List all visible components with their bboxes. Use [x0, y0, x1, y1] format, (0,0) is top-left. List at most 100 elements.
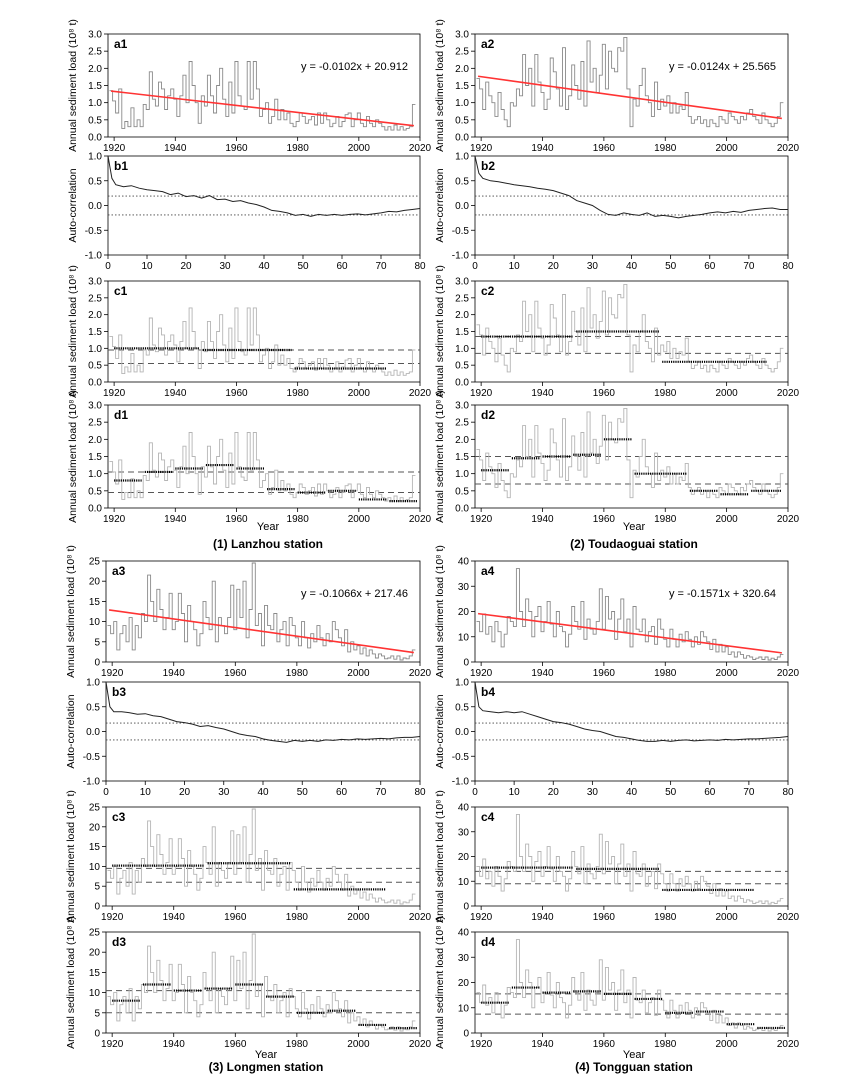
y-tick-label: 1.0 — [88, 469, 102, 480]
y-tick-label: 25 — [89, 803, 101, 814]
panel-d4: 0 10 20 30 40 1920 1940 1960 1980 2000 2020 d4 Annua… — [434, 916, 800, 1050]
x-tick-label: 1960 — [593, 143, 616, 154]
x-tick-label: 1940 — [531, 388, 554, 399]
y-tick-label: 0.0 — [86, 727, 100, 738]
y-axis-title-sediment: Annual sediment load (10⁸ t) — [65, 790, 77, 923]
y-tick-label: 2.0 — [88, 310, 102, 321]
x-tick-label: 1960 — [593, 388, 616, 399]
y-tick-label: 1.0 — [88, 152, 102, 163]
y-tick-label: 2.5 — [455, 47, 469, 58]
y-tick-label: 1.5 — [455, 81, 469, 92]
y-axis-title-sediment: Annual sediment load (10⁸ t) — [434, 265, 446, 398]
y-tick-label: -0.5 — [85, 226, 103, 237]
x-tick-label: 50 — [665, 787, 677, 798]
y-tick-label: 10 — [458, 1003, 470, 1014]
x-tick-label: 2020 — [409, 388, 432, 399]
panel-label-c3: c3 — [112, 810, 126, 824]
panel-label-b4: b4 — [481, 685, 495, 699]
y-tick-label: 0.0 — [88, 133, 102, 144]
y-tick-label: 1.5 — [88, 452, 102, 463]
y-tick-label: 0.0 — [455, 201, 469, 212]
x-tick-label: 1940 — [163, 912, 186, 923]
y-tick-label: 3.0 — [455, 277, 469, 288]
x-tick-label: 1940 — [531, 514, 554, 525]
trend-line — [110, 90, 414, 127]
panel-label-b3: b3 — [112, 685, 126, 699]
x-tick-label: 1920 — [101, 1039, 124, 1050]
y-axis-title-sediment: Annual sediment load (10⁸ t) — [67, 390, 79, 523]
y-tick-label: 40 — [458, 928, 470, 939]
y-tick-label: 0.0 — [88, 378, 102, 389]
x-tick-label: 60 — [704, 261, 716, 272]
panel-c4: 0 10 20 30 40 1920 1940 1960 1980 2000 2020 c4 Annua… — [434, 790, 800, 923]
y-tick-label: 0.0 — [455, 727, 469, 738]
x-tick-label: 2020 — [777, 1039, 800, 1050]
y-tick-label: 1.0 — [88, 98, 102, 109]
panel-b3: -1.0 -0.5 0.0 0.5 1.0 0 10 20 30 40 50 60 70 80 b3 Auto… — [65, 678, 426, 799]
y-tick-label: 30 — [458, 582, 470, 593]
y-tick-label: 20 — [89, 948, 101, 959]
y-tick-label: 0 — [94, 902, 100, 913]
y-tick-label: 2.0 — [88, 64, 102, 75]
x-tick-label: 1980 — [654, 514, 677, 525]
x-tick-label: 1980 — [287, 514, 310, 525]
y-tick-label: 0.5 — [88, 361, 102, 372]
y-tick-label: 1.0 — [455, 678, 469, 689]
x-tick-label: 2020 — [409, 143, 432, 154]
y-tick-label: -1.0 — [452, 251, 470, 262]
x-tick-label: 1980 — [654, 912, 677, 923]
x-tick-label: 20 — [179, 787, 191, 798]
x-tick-label: 2000 — [716, 388, 739, 399]
y-axis-title-sediment: Annual sediment load (10⁸ t) — [67, 19, 79, 152]
y-tick-label: 25 — [89, 928, 101, 939]
x-tick-label: 40 — [626, 787, 638, 798]
y-tick-label: 0.5 — [88, 486, 102, 497]
x-tick-label: 10 — [509, 261, 521, 272]
x-tick-label: 1920 — [470, 912, 493, 923]
panel-a2: 0.0 0.5 1.0 1.5 2.0 2.5 3.0 1920 1940 1960 1980 200… — [434, 19, 800, 154]
sediment-series — [107, 933, 416, 1032]
x-tick-label: 1920 — [103, 514, 126, 525]
y-tick-label: 0.0 — [88, 504, 102, 515]
x-tick-label: 40 — [257, 787, 269, 798]
x-tick-label: 1980 — [654, 143, 677, 154]
y-tick-label: 3.0 — [455, 30, 469, 41]
x-tick-label: 2000 — [716, 1039, 739, 1050]
y-tick-label: 10 — [458, 877, 470, 888]
y-tick-label: 40 — [458, 557, 470, 568]
x-tick-label: 80 — [782, 261, 794, 272]
x-tick-label: 2020 — [409, 668, 432, 679]
x-tick-label: 40 — [626, 261, 638, 272]
x-tick-label: 1940 — [163, 668, 186, 679]
year-label-top-right: Year — [623, 521, 646, 533]
y-axis-title-sediment: Annual sediment load (10⁸ t) — [434, 790, 446, 923]
y-tick-label: 2.0 — [88, 435, 102, 446]
y-tick-label: -0.5 — [452, 752, 470, 763]
y-tick-label: 30 — [458, 827, 470, 838]
x-tick-label: 1980 — [286, 1039, 309, 1050]
x-tick-label: 1920 — [470, 143, 493, 154]
x-tick-label: 1940 — [164, 388, 187, 399]
x-tick-label: 10 — [509, 787, 521, 798]
x-tick-label: 1940 — [531, 668, 554, 679]
x-tick-label: 20 — [548, 261, 560, 272]
year-label-bottom-left: Year — [255, 1049, 278, 1061]
y-tick-label: 40 — [458, 803, 470, 814]
trend-equation: y = -0.1066x + 217.46 — [301, 588, 408, 600]
y-tick-label: 0.0 — [455, 504, 469, 515]
y-tick-label: 15 — [89, 842, 101, 853]
y-tick-label: 2.5 — [455, 418, 469, 429]
x-tick-label: 1940 — [531, 143, 554, 154]
y-tick-label: 5 — [94, 882, 100, 893]
x-tick-label: 1960 — [225, 143, 248, 154]
y-tick-label: 0 — [94, 1029, 100, 1040]
y-tick-label: 1.5 — [88, 81, 102, 92]
x-tick-label: 1940 — [164, 143, 187, 154]
x-tick-label: 2000 — [716, 143, 739, 154]
y-tick-label: 1.0 — [455, 344, 469, 355]
x-tick-label: 2020 — [777, 143, 800, 154]
x-tick-label: 2000 — [347, 912, 370, 923]
y-tick-label: 1.0 — [455, 152, 469, 163]
sediment-series — [476, 813, 784, 905]
y-tick-label: 5 — [94, 637, 100, 648]
